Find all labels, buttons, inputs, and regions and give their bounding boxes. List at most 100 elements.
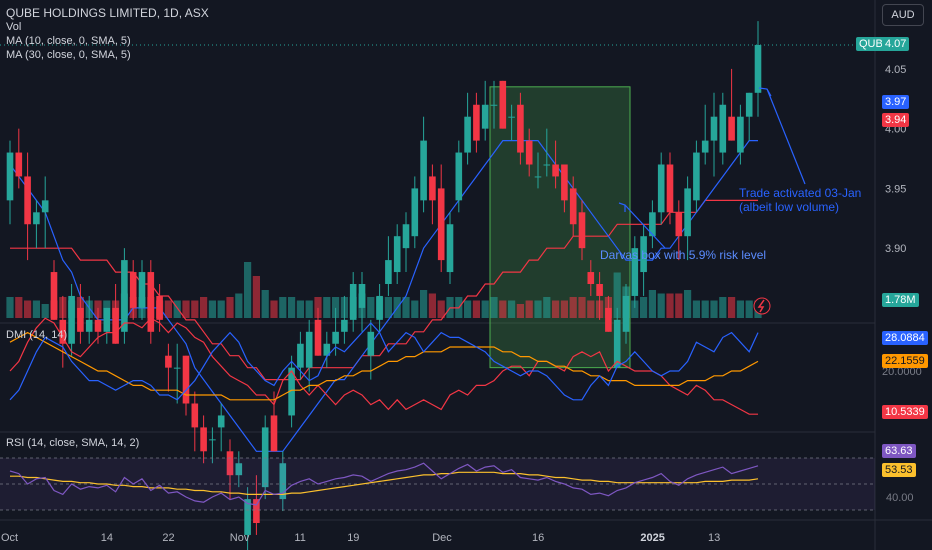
ma30-legend[interactable]: MA (30, close, 0, SMA, 5) (6, 49, 131, 61)
candle-body (103, 307, 111, 332)
volume-bar (481, 300, 489, 318)
volume-bar (534, 300, 542, 318)
candle-body (587, 272, 595, 284)
darvas-arrowhead (618, 202, 626, 212)
symbol-title[interactable]: QUBE HOLDINGS LIMITED, 1D, ASX (6, 6, 209, 20)
candle-body (85, 319, 93, 332)
candle-body (349, 284, 357, 320)
candle-body (138, 272, 146, 308)
candle-body (508, 116, 515, 118)
trade-annotation: Trade activated 03-Jan (albeit low volum… (739, 186, 861, 214)
candle-body (745, 92, 753, 117)
volume-bar (164, 300, 172, 318)
candle-body (473, 104, 480, 141)
volume-bar (244, 262, 252, 318)
candle-body (411, 188, 419, 237)
volume-bar (736, 300, 744, 318)
candle-body (552, 164, 559, 177)
candle-body (393, 236, 401, 273)
candle-body (33, 212, 40, 225)
volume-bar (226, 297, 234, 318)
candle-body (50, 272, 58, 320)
candle-body (244, 499, 251, 535)
volume-bar (367, 297, 375, 318)
dmi-legend[interactable]: DMI (14, 14) (6, 329, 68, 341)
volume-bar (314, 297, 322, 318)
currency-button[interactable]: AUD (882, 4, 924, 26)
trade-arrow (766, 88, 806, 185)
adx-line (9, 331, 759, 401)
dmi-plus-tag: 28.0884 (882, 331, 928, 345)
volume-bar (666, 293, 674, 318)
candle-body (147, 272, 155, 332)
volume-bar (270, 300, 278, 318)
volume-bar (631, 300, 639, 318)
candle-body (569, 188, 577, 225)
volume-bar (684, 290, 692, 318)
volume-bar (560, 300, 568, 318)
volume-bar (411, 300, 419, 318)
volume-bar (279, 297, 287, 318)
candle-body (622, 295, 630, 332)
trade-annotation-line2: (albeit low volume) (739, 200, 840, 214)
candle-body (165, 355, 172, 368)
volume-bar (173, 300, 181, 318)
volume-bar (252, 276, 260, 318)
volume-bar (640, 297, 648, 318)
candle-body (719, 104, 727, 153)
volume-bar (719, 297, 727, 318)
candle-body (15, 152, 23, 177)
volume-bar (6, 297, 14, 318)
candle-body (728, 116, 735, 141)
candle-body (596, 284, 603, 296)
volume-value-tag: 1.78M (882, 293, 919, 307)
candle-body (525, 140, 533, 165)
rsi-value-tag: 63.63 (882, 444, 916, 458)
volume-legend[interactable]: Vol (6, 21, 22, 33)
volume-bar (261, 290, 269, 318)
rsi-legend[interactable]: RSI (14, close, SMA, 14, 2) (6, 437, 140, 449)
candle-body (490, 104, 498, 106)
candle-body (649, 212, 656, 237)
candle-body (420, 140, 427, 201)
volume-bar (692, 300, 700, 318)
volume-bar (613, 272, 621, 318)
candle-body (261, 427, 269, 488)
candle-body (499, 80, 507, 129)
volume-bar (217, 300, 225, 318)
chart-legend: QUBE HOLDINGS LIMITED, 1D, ASX Vol MA (1… (6, 6, 209, 62)
candle-body (657, 164, 665, 213)
volume-bar (525, 300, 533, 318)
volume-bar (32, 300, 40, 318)
dmi-minus-line (9, 317, 758, 415)
volume-bar (569, 297, 577, 318)
candle-body (429, 176, 436, 201)
price-tick-label: 3.95 (885, 183, 906, 195)
rsi-tick-label: 40.00 (886, 492, 914, 504)
candle-body (367, 331, 375, 356)
volume-bar (710, 300, 718, 318)
volume-bar (552, 300, 560, 318)
last-price-tag: 4.07 (882, 37, 910, 51)
flash-icon-bolt (757, 299, 765, 313)
candle-body (385, 260, 392, 284)
dmi-minus-tag: 10.5339 (882, 405, 928, 419)
x-tick-label: 22 (162, 532, 174, 544)
candle-body (710, 116, 718, 141)
candle-body (41, 200, 49, 213)
candle-body (288, 367, 295, 416)
candle-body (173, 367, 181, 369)
candle-body (675, 212, 683, 237)
trade-annotation-line1: Trade activated 03-Jan (739, 186, 862, 200)
volume-bar (402, 297, 410, 318)
candle-body (217, 415, 225, 428)
darvas-annotation: Darvas box with 5.9% risk level (600, 248, 767, 262)
candle-body (226, 451, 234, 476)
symbol-tag: QUB (856, 37, 886, 51)
volume-bar (464, 300, 472, 318)
volume-bar (41, 304, 49, 318)
volume-bar (701, 300, 709, 318)
volume-bar (182, 300, 190, 318)
ma10-legend[interactable]: MA (10, close, 0, SMA, 5) (6, 35, 131, 47)
